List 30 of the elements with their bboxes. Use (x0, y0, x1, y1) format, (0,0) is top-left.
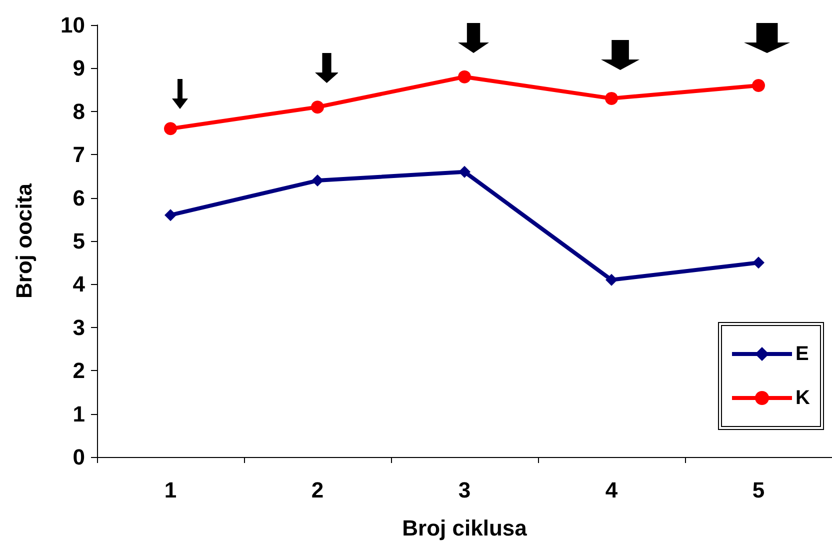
y-tick-label: 4 (72, 272, 86, 297)
x-tick-label: 1 (164, 478, 177, 502)
point (458, 166, 470, 178)
legend-label: K (796, 386, 810, 410)
y-tick-label: 10 (60, 12, 85, 38)
point (752, 78, 765, 92)
point (164, 122, 177, 136)
point (164, 209, 176, 222)
point (752, 256, 764, 269)
x-tick-label: 4 (605, 478, 618, 502)
point (606, 274, 618, 286)
y-tick-label: 1 (72, 401, 85, 426)
y-tick-label: 7 (72, 142, 85, 168)
y-tick-label: 8 (72, 98, 85, 124)
point (311, 100, 324, 114)
x-tick-label: 5 (752, 478, 765, 502)
y-tick-label: 0 (72, 444, 85, 470)
x-tick-label: 3 (458, 478, 471, 502)
x-tick-label: 2 (311, 478, 324, 502)
point (312, 174, 324, 187)
legend-label: E (796, 342, 809, 366)
y-tick-label: 3 (72, 314, 85, 340)
y-tick-label: 5 (72, 228, 85, 254)
point (605, 92, 618, 105)
y-tick-label: 6 (72, 185, 85, 210)
y-tick-label: 2 (72, 358, 85, 384)
y-tick-label: 9 (72, 56, 85, 81)
x-axis-title: Broj ciklusa (402, 516, 528, 540)
y-axis-title: Broj oocita (12, 182, 36, 298)
point (458, 70, 471, 84)
